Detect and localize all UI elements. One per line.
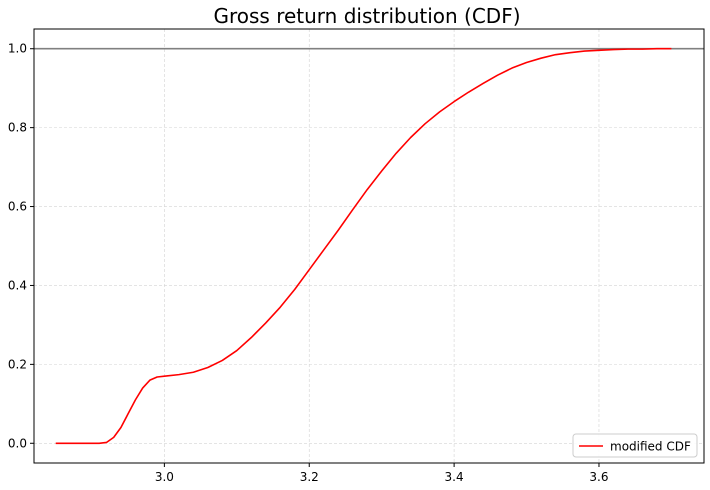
y-tick-label: 0.0 (8, 436, 27, 450)
series-line-modified-cdf (55, 47, 672, 445)
legend-label-modified-cdf: modified CDF (610, 440, 691, 454)
x-tick-label: 3.6 (589, 470, 608, 484)
x-tick-label: 3.4 (445, 470, 464, 484)
x-tick-label: 3.2 (300, 470, 319, 484)
y-tick-label: 0.8 (8, 121, 27, 135)
y-tick-label: 0.6 (8, 200, 27, 214)
axis-ticks: 3.0 3.2 3.4 3.6 0.0 0.2 0.4 0.6 0.8 1.0 (8, 42, 609, 484)
legend-box (572, 433, 698, 458)
y-tick-label: 1.0 (8, 42, 27, 56)
y-tick-label: 0.4 (8, 278, 27, 292)
x-tick-label: 3.0 (155, 470, 174, 484)
chart-title: Gross return distribution (CDF) (213, 4, 520, 28)
legend: modified CDF (572, 433, 698, 458)
y-tick-label: 0.2 (8, 357, 27, 371)
series-layer (55, 47, 672, 445)
plot-frame (33, 28, 705, 464)
grid (34, 29, 704, 463)
